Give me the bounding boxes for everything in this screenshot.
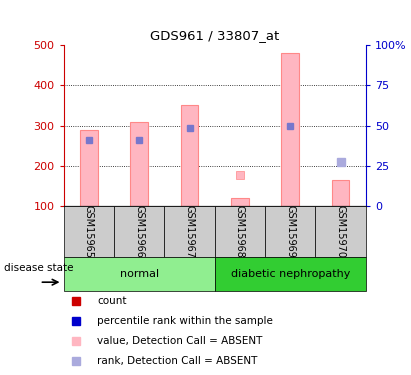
Text: GSM15966: GSM15966 [134,205,144,258]
Text: GSM15967: GSM15967 [185,205,194,258]
Bar [64,257,215,291]
Bar [332,180,349,206]
Bar [282,53,299,206]
Bar [181,105,199,206]
Bar [164,206,215,257]
Bar [215,206,265,257]
Text: diabetic nephropathy: diabetic nephropathy [231,269,350,279]
Bar [64,206,114,257]
Title: GDS961 / 33807_at: GDS961 / 33807_at [150,30,279,42]
Bar [231,198,249,206]
Text: disease state: disease state [4,263,74,273]
Text: percentile rank within the sample: percentile rank within the sample [97,316,273,326]
Bar [215,257,366,291]
Text: GSM15968: GSM15968 [235,205,245,258]
Text: rank, Detection Call = ABSENT: rank, Detection Call = ABSENT [97,356,257,366]
Text: GSM15969: GSM15969 [285,205,295,258]
Bar [265,206,316,257]
Text: count: count [97,296,127,306]
Bar [130,122,148,206]
Text: GSM15970: GSM15970 [336,205,346,258]
Bar [316,206,366,257]
Bar [114,206,164,257]
Bar [80,130,98,206]
Text: value, Detection Call = ABSENT: value, Detection Call = ABSENT [97,336,262,346]
Text: GSM15965: GSM15965 [84,205,94,258]
Text: normal: normal [120,269,159,279]
